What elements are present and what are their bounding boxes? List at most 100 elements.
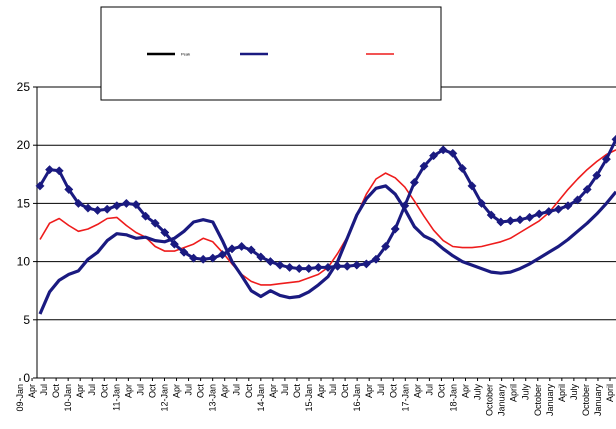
data-point — [131, 200, 141, 210]
x-tick-label: Apr — [75, 384, 85, 398]
x-tick-label: Oct — [340, 384, 350, 399]
data-point — [141, 211, 151, 221]
x-tick-label: Jul — [424, 384, 434, 396]
series-1 — [35, 134, 616, 274]
x-tick-label: Apr — [123, 384, 133, 398]
data-point — [486, 210, 496, 220]
data-point — [611, 134, 616, 144]
x-tick-label: 15-Jan — [304, 384, 314, 412]
data-point — [352, 260, 362, 270]
y-tick-label: 5 — [23, 313, 30, 327]
x-tick-label: July — [569, 384, 579, 401]
x-tick-label: 13-Jan — [208, 384, 218, 412]
x-tick-label: Jul — [376, 384, 386, 396]
x-tick-label: Oct — [388, 384, 398, 399]
data-point — [73, 198, 83, 208]
data-point — [265, 257, 275, 267]
data-point — [544, 206, 554, 217]
data-point — [256, 252, 266, 262]
y-tick-label: 0 — [23, 371, 30, 385]
data-point — [438, 145, 448, 155]
x-tick-label: 14-Jan — [256, 384, 266, 412]
x-tick-label: January — [497, 384, 507, 417]
x-axis: 09-Jan Apr Jul Oct 10-Jan Apr Jul Oct 11-Jan Apr J… — [15, 377, 616, 417]
data-point — [496, 217, 506, 227]
x-tick-label: Oct — [292, 384, 302, 399]
data-point — [169, 239, 179, 249]
x-tick-label: October — [485, 384, 495, 416]
data-point — [381, 241, 391, 252]
data-point — [505, 216, 515, 226]
x-tick-label: Apr — [27, 384, 37, 398]
data-point — [553, 204, 563, 214]
data-point — [64, 184, 74, 194]
x-tick-label: 16-Jan — [352, 384, 362, 412]
data-point — [601, 154, 611, 164]
x-tick-label: Apr — [220, 384, 230, 398]
x-tick-label: Jul — [87, 384, 97, 396]
data-point — [525, 212, 535, 222]
x-tick-label: 18-Jan — [449, 384, 459, 412]
data-point — [217, 250, 227, 260]
data-point — [285, 262, 295, 272]
y-tick-label: 15 — [17, 196, 31, 210]
legend: Peak — [100, 6, 442, 101]
x-tick-label: July — [521, 384, 531, 401]
data-point — [400, 201, 410, 211]
data-point — [477, 198, 487, 208]
x-tick-label: Apr — [172, 384, 182, 398]
data-point — [534, 209, 544, 219]
data-point — [227, 244, 237, 254]
x-tick-label: Jul — [232, 384, 242, 396]
data-point — [563, 201, 573, 211]
data-point — [160, 227, 170, 238]
legend-label: Peak — [181, 52, 190, 57]
data-point — [189, 253, 199, 263]
legend-item: Peak — [147, 52, 190, 57]
data-point — [573, 195, 583, 205]
x-tick-label: Oct — [436, 384, 446, 399]
data-point — [582, 184, 592, 194]
x-tick-label: April — [509, 384, 519, 402]
x-tick-label: January — [545, 384, 555, 417]
data-point — [390, 224, 400, 234]
data-point — [179, 247, 189, 257]
legend-items: Peak — [147, 52, 394, 57]
data-point — [150, 218, 160, 228]
x-tick-label: April — [605, 384, 615, 402]
x-tick-label: July — [473, 384, 483, 401]
x-tick-label: Oct — [196, 384, 206, 399]
x-tick-label: Jul — [280, 384, 290, 396]
data-point — [515, 215, 525, 225]
data-point — [361, 259, 371, 269]
y-tick-label: 25 — [17, 80, 31, 94]
y-tick-label: 10 — [17, 255, 31, 269]
data-point — [83, 203, 93, 213]
data-point — [304, 264, 314, 274]
data-point — [371, 254, 381, 264]
data-point — [333, 261, 343, 271]
data-point — [409, 177, 419, 188]
data-point — [54, 166, 64, 176]
data-point — [275, 260, 285, 270]
data-point — [592, 170, 602, 181]
data-point — [35, 181, 45, 191]
x-tick-label: 11-Jan — [111, 384, 121, 411]
x-tick-label: 17-Jan — [400, 384, 410, 412]
series-2 — [38, 184, 616, 315]
data-point — [457, 163, 467, 174]
x-tick-label: Apr — [316, 384, 326, 398]
x-tick-label: Jul — [39, 384, 49, 396]
series-layer — [35, 134, 616, 315]
x-tick-label: Apr — [268, 384, 278, 398]
data-point — [121, 198, 131, 208]
x-tick-label: 12-Jan — [160, 384, 170, 412]
data-point — [294, 264, 304, 274]
x-tick-label: 10-Jan — [63, 384, 73, 412]
data-point — [237, 241, 247, 252]
data-point — [448, 148, 458, 158]
x-tick-label: Oct — [147, 384, 157, 399]
data-point — [419, 161, 429, 171]
x-tick-label: Oct — [244, 384, 254, 399]
